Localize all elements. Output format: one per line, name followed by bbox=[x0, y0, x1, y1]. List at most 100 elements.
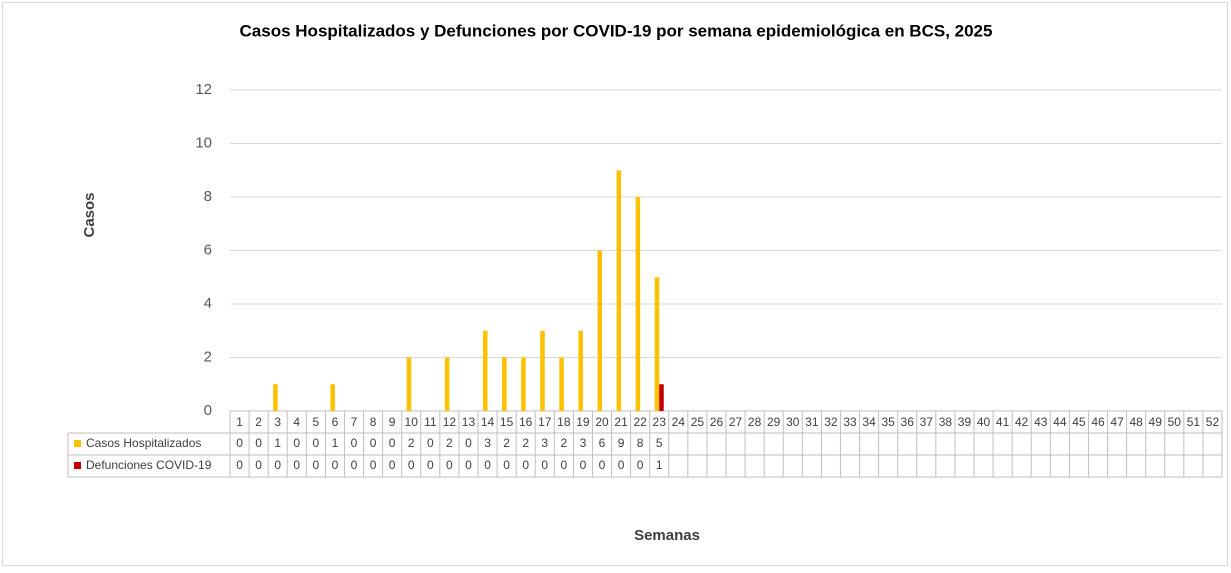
bar bbox=[654, 277, 660, 411]
x-tick-label: 36 bbox=[901, 415, 915, 429]
bar bbox=[559, 357, 564, 411]
x-tick-label: 7 bbox=[351, 415, 358, 429]
bar bbox=[521, 357, 526, 411]
table-value: 6 bbox=[599, 436, 606, 450]
table-value: 0 bbox=[293, 436, 300, 450]
x-tick-label: 12 bbox=[443, 415, 457, 429]
table-value: 0 bbox=[255, 436, 262, 450]
x-tick-label: 4 bbox=[293, 415, 300, 429]
table-value: 0 bbox=[274, 458, 281, 472]
table-value: 0 bbox=[618, 458, 625, 472]
x-tick-label: 5 bbox=[313, 415, 320, 429]
y-tick-label: 2 bbox=[204, 348, 212, 365]
x-tick-label: 42 bbox=[1015, 415, 1029, 429]
y-tick-label: 6 bbox=[204, 241, 212, 258]
table-value: 0 bbox=[293, 458, 300, 472]
x-tick-label: 17 bbox=[538, 415, 552, 429]
y-tick-label: 12 bbox=[195, 81, 212, 98]
table-value: 0 bbox=[236, 458, 243, 472]
bar bbox=[330, 384, 335, 411]
legend-swatch bbox=[74, 440, 81, 447]
x-tick-label: 29 bbox=[767, 415, 781, 429]
x-tick-label: 11 bbox=[424, 415, 437, 429]
x-tick-label: 46 bbox=[1091, 415, 1105, 429]
table-value: 0 bbox=[427, 458, 434, 472]
x-tick-label: 16 bbox=[519, 415, 533, 429]
x-tick-label: 44 bbox=[1053, 415, 1067, 429]
table-value: 2 bbox=[522, 436, 529, 450]
x-tick-label: 20 bbox=[595, 415, 609, 429]
x-tick-label: 22 bbox=[633, 415, 647, 429]
table-value: 0 bbox=[370, 458, 377, 472]
x-tick-label: 43 bbox=[1034, 415, 1048, 429]
y-tick-label: 8 bbox=[204, 188, 212, 205]
table-value: 0 bbox=[522, 458, 529, 472]
table-value: 0 bbox=[503, 458, 510, 472]
table-value: 0 bbox=[599, 458, 606, 472]
y-tick-label: 0 bbox=[204, 402, 212, 419]
x-tick-label: 26 bbox=[710, 415, 724, 429]
table-value: 3 bbox=[541, 436, 548, 450]
x-tick-label: 34 bbox=[862, 415, 876, 429]
table-value: 0 bbox=[408, 458, 415, 472]
table-value: 1 bbox=[332, 436, 339, 450]
y-tick-label: 4 bbox=[204, 295, 212, 312]
x-tick-label: 1 bbox=[236, 415, 243, 429]
table-value: 0 bbox=[446, 458, 453, 472]
table-value: 1 bbox=[274, 436, 281, 450]
bar bbox=[444, 357, 450, 411]
table-value: 2 bbox=[446, 436, 453, 450]
x-tick-label: 32 bbox=[824, 415, 838, 429]
x-tick-label: 3 bbox=[274, 415, 281, 429]
x-tick-label: 49 bbox=[1149, 415, 1163, 429]
x-axis-label: Semanas bbox=[634, 527, 700, 544]
x-tick-label: 38 bbox=[939, 415, 953, 429]
y-tick-label: 10 bbox=[195, 134, 212, 151]
x-tick-label: 8 bbox=[370, 415, 377, 429]
x-tick-label: 15 bbox=[500, 415, 514, 429]
x-tick-label: 51 bbox=[1187, 415, 1201, 429]
table-value: 0 bbox=[484, 458, 491, 472]
table-value: 0 bbox=[313, 436, 320, 450]
chart-title: Casos Hospitalizados y Defunciones por C… bbox=[240, 21, 993, 40]
x-tick-label: 31 bbox=[805, 415, 819, 429]
x-tick-label: 13 bbox=[462, 415, 476, 429]
table-value: 0 bbox=[465, 436, 472, 450]
x-tick-label: 41 bbox=[996, 415, 1010, 429]
x-tick-label: 19 bbox=[576, 415, 590, 429]
bar bbox=[540, 330, 545, 411]
bar bbox=[616, 170, 622, 411]
bar bbox=[502, 357, 507, 411]
table-value: 0 bbox=[351, 436, 358, 450]
x-tick-label: 48 bbox=[1129, 415, 1143, 429]
table-value: 5 bbox=[656, 436, 663, 450]
table-value: 0 bbox=[427, 436, 434, 450]
x-tick-label: 27 bbox=[729, 415, 743, 429]
x-tick-label: 21 bbox=[614, 415, 628, 429]
table-value: 0 bbox=[313, 458, 320, 472]
x-tick-label: 35 bbox=[881, 415, 895, 429]
legend-swatch bbox=[74, 462, 81, 469]
x-tick-label: 18 bbox=[557, 415, 571, 429]
table-value: 2 bbox=[561, 436, 568, 450]
x-tick-label: 47 bbox=[1110, 415, 1124, 429]
x-tick-label: 33 bbox=[843, 415, 857, 429]
bar bbox=[659, 384, 664, 411]
x-tick-label: 37 bbox=[920, 415, 934, 429]
legend-label: Defunciones COVID-19 bbox=[86, 458, 212, 472]
bar bbox=[578, 330, 583, 411]
x-tick-label: 39 bbox=[958, 415, 972, 429]
table-value: 0 bbox=[580, 458, 587, 472]
x-tick-label: 28 bbox=[748, 415, 762, 429]
x-tick-label: 30 bbox=[786, 415, 800, 429]
table-value: 0 bbox=[332, 458, 339, 472]
table-value: 2 bbox=[408, 436, 415, 450]
bar bbox=[273, 384, 278, 411]
table-value: 0 bbox=[637, 458, 644, 472]
x-tick-label: 24 bbox=[672, 415, 686, 429]
table-value: 0 bbox=[465, 458, 472, 472]
table-value: 0 bbox=[351, 458, 358, 472]
table-value: 1 bbox=[656, 458, 663, 472]
